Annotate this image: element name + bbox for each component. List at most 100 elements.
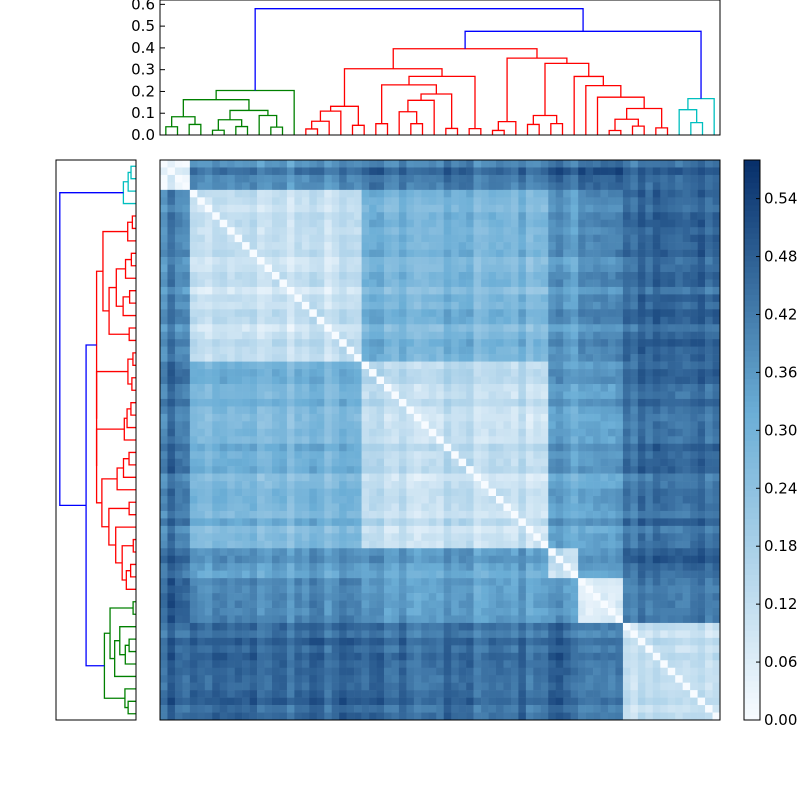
heatmap-cell [570, 593, 579, 601]
heatmap-cell [182, 272, 191, 280]
heatmap-cell [563, 361, 571, 370]
heatmap-cell [458, 443, 467, 452]
heatmap-cell [675, 316, 683, 325]
heatmap-cell [615, 518, 624, 527]
heatmap-cell [413, 391, 422, 400]
heatmap-cell [324, 525, 333, 534]
heatmap-cell [257, 585, 265, 594]
heatmap-cell [421, 593, 430, 601]
heatmap-cell [443, 361, 452, 370]
heatmap-cell [503, 608, 512, 616]
heatmap-cell [167, 301, 176, 310]
heatmap-cell [466, 331, 474, 340]
heatmap-cell [331, 540, 340, 549]
heatmap-cell [563, 286, 571, 295]
heatmap-cell [182, 167, 191, 176]
heatmap-cell [376, 540, 385, 549]
heatmap-cell [533, 301, 542, 310]
heatmap-cell [376, 503, 385, 512]
heatmap-cell [615, 234, 624, 243]
heatmap-cell [503, 257, 512, 265]
heatmap-cell [219, 272, 228, 280]
heatmap-cell [428, 466, 437, 474]
heatmap-cell [510, 421, 519, 430]
heatmap-cell [234, 249, 243, 258]
heatmap-cell [227, 645, 235, 654]
heatmap-cell [160, 608, 168, 616]
heatmap-cell [630, 376, 639, 385]
heatmap-cell [421, 428, 430, 437]
heatmap-cell [548, 585, 557, 594]
heatmap-cell [339, 481, 347, 489]
heatmap-cell [682, 451, 691, 459]
heatmap-cell [630, 406, 639, 415]
heatmap-cell [398, 630, 407, 639]
heatmap-cell [667, 398, 676, 407]
heatmap-cell [406, 167, 415, 176]
heatmap-cell [503, 331, 512, 340]
heatmap-cell [458, 354, 467, 362]
heatmap-cell [272, 608, 280, 616]
heatmap-cell [533, 354, 542, 362]
heatmap-cell [540, 600, 549, 609]
heatmap-cell [219, 593, 228, 601]
heatmap-cell [608, 615, 616, 624]
heatmap-cell [652, 637, 661, 646]
heatmap-cell [533, 391, 542, 400]
heatmap-cell [622, 160, 631, 168]
heatmap-cell [257, 182, 265, 191]
heatmap-cell [466, 481, 474, 489]
heatmap-cell [167, 548, 176, 557]
heatmap-cell [242, 518, 250, 527]
heatmap-cell [473, 167, 482, 176]
heatmap-cell [451, 174, 459, 183]
heatmap-cell [518, 197, 527, 206]
heatmap-cell [264, 361, 273, 370]
heatmap-cell [451, 309, 459, 318]
heatmap-cell [585, 481, 594, 489]
heatmap-cell [204, 301, 213, 310]
heatmap-cell [600, 585, 609, 594]
heatmap-cell [189, 428, 198, 437]
heatmap-cell [548, 436, 557, 445]
heatmap-cell [219, 234, 228, 243]
heatmap-cell [675, 331, 683, 340]
heatmap-cell [473, 234, 482, 243]
heatmap-cell [346, 458, 355, 467]
heatmap-cell [473, 563, 482, 571]
heatmap-cell [645, 466, 654, 474]
heatmap-cell [160, 548, 168, 557]
heatmap-cell [608, 637, 616, 646]
heatmap-cell [286, 324, 295, 333]
heatmap-cell [197, 331, 206, 340]
heatmap-cell [174, 309, 183, 318]
heatmap-cell [660, 608, 669, 616]
heatmap-cell [189, 204, 198, 213]
heatmap-cell [518, 615, 527, 624]
heatmap-cell [264, 563, 273, 571]
heatmap-cell [182, 384, 191, 392]
heatmap-cell [578, 324, 586, 333]
heatmap-cell [160, 458, 168, 467]
heatmap-cell [637, 473, 646, 482]
heatmap-cell [510, 585, 519, 594]
heatmap-cell [608, 503, 616, 512]
heatmap-cell [458, 398, 467, 407]
heatmap-cell [369, 197, 377, 206]
heatmap-cell [264, 160, 273, 168]
heatmap-cell [413, 421, 422, 430]
heatmap-cell [690, 421, 698, 430]
heatmap-cell [406, 204, 415, 213]
heatmap-cell [555, 503, 564, 512]
heatmap-cell [473, 503, 482, 512]
heatmap-cell [301, 354, 310, 362]
heatmap-cell [443, 548, 452, 557]
heatmap-cell [451, 555, 459, 564]
heatmap-cell [212, 600, 221, 609]
heatmap-cell [540, 585, 549, 594]
heatmap-cell [451, 257, 459, 265]
heatmap-cell [622, 219, 631, 228]
heatmap-cell [705, 421, 713, 430]
heatmap-cell [690, 578, 698, 586]
heatmap-cell [645, 533, 654, 542]
